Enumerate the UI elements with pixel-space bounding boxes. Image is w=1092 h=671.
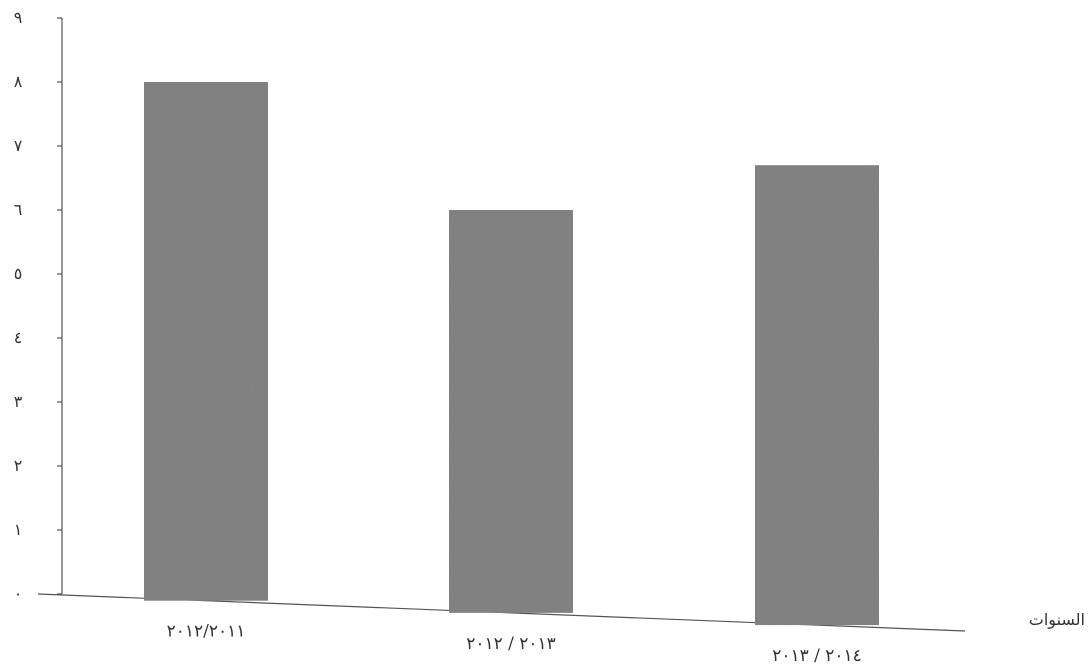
x-category-label: ٢٠١٢/٢٠١١ [167,622,246,642]
bar [449,210,573,613]
y-tick-label: ٧ [14,136,23,155]
bar [755,165,879,626]
y-tick-label: ٩ [14,8,23,27]
x-category-label: ٢٠١٤ / ٢٠١٣ [772,646,862,666]
x-category-label: ٢٠١٣ / ٢٠١٢ [466,634,556,654]
y-tick-label: ١ [14,520,23,539]
category-labels: ٢٠١٢/٢٠١١ ٢٠١٣ / ٢٠١٢ ٢٠١٤ / ٢٠١٣ [167,622,862,666]
y-tick-label: ٢ [14,456,23,475]
y-tick-label: ٥ [14,264,23,283]
y-tick-label: ٠ [14,584,23,603]
bars [144,82,879,626]
y-tick-label: ٨ [14,72,23,91]
bar [144,82,268,601]
y-tick-label: ٦ [14,200,23,219]
y-tick-label: ٣ [14,392,23,411]
y-tick-label: ٤ [14,328,23,347]
x-axis-title: السنوات [1029,610,1085,630]
y-ticks: ٠ ١ ٢ ٣ ٤ ٥ ٦ ٧ ٨ ٩ [14,8,62,603]
